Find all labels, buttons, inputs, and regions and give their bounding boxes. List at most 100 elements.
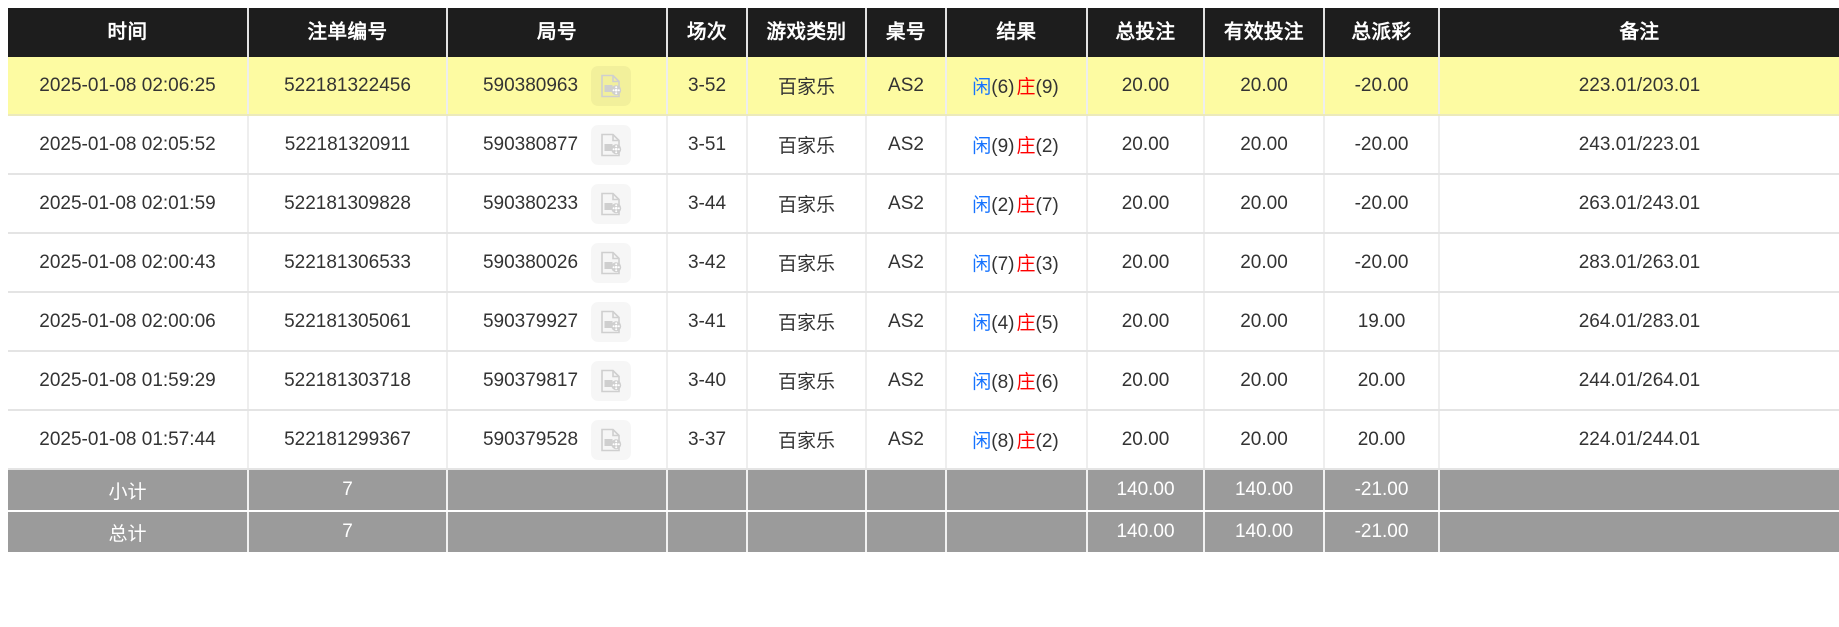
cell-game-type: 百家乐 <box>747 351 867 411</box>
result-idle-value: (7) <box>991 254 1015 275</box>
cell-session: 3-42 <box>667 233 748 293</box>
cell-remark: 244.01/264.01 <box>1439 351 1839 411</box>
round-no-text: 590380026 <box>482 251 579 273</box>
video-replay-icon[interactable] <box>591 361 631 401</box>
summary-table-no <box>866 469 947 512</box>
result-idle-label: 闲 <box>972 313 992 334</box>
summary-session <box>667 469 748 512</box>
cell-order-no: 522181299367 <box>248 410 448 470</box>
video-replay-icon[interactable] <box>591 420 631 460</box>
summary-game-type <box>747 469 867 512</box>
cell-round-no: 590379817 <box>447 351 668 411</box>
round-no-text: 590380877 <box>482 133 579 155</box>
video-replay-icon[interactable] <box>591 65 632 106</box>
video-replay-icon[interactable] <box>591 184 631 224</box>
cell-remark: 224.01/244.01 <box>1439 410 1839 470</box>
cell-time: 2025-01-08 01:57:44 <box>8 410 249 470</box>
cell-total-bet[interactable]: 20.00 <box>1087 410 1205 470</box>
table-row[interactable]: 2025-01-08 02:00:43 522181306533 590380026… <box>8 233 1839 293</box>
column-header-remark[interactable]: 备注 <box>1439 8 1839 57</box>
result-idle-value: (8) <box>991 372 1015 393</box>
header-row: 时间 注单编号 局号 场次 游戏类别 桌号 结果 总投注 有效投注 总派彩 备注 <box>8 8 1839 57</box>
summary-result <box>946 511 1088 552</box>
table-header: 时间 注单编号 局号 场次 游戏类别 桌号 结果 总投注 有效投注 总派彩 备注 <box>8 8 1839 57</box>
cell-total-bet[interactable]: 20.00 <box>1087 233 1205 293</box>
video-replay-icon[interactable] <box>591 243 631 283</box>
cell-remark: 264.01/283.01 <box>1439 292 1839 352</box>
cell-total-bet[interactable]: 20.00 <box>1087 351 1205 411</box>
result-banker-value: (2) <box>1035 136 1059 157</box>
column-header-round-no[interactable]: 局号 <box>447 8 668 57</box>
video-replay-icon[interactable] <box>591 302 631 342</box>
table-row[interactable]: 2025-01-08 02:05:52 522181320911 590380877… <box>8 115 1839 175</box>
round-no-text: 590379927 <box>482 310 579 332</box>
column-header-session[interactable]: 场次 <box>667 8 748 57</box>
result-banker-value: (2) <box>1035 431 1059 452</box>
table-body: 2025-01-08 02:06:25 522181322456 590380963… <box>8 57 1839 552</box>
cell-result: 闲(4) 庄(5) <box>946 292 1088 352</box>
column-header-table-no[interactable]: 桌号 <box>866 8 947 57</box>
video-replay-icon[interactable] <box>591 125 631 165</box>
cell-session: 3-37 <box>667 410 748 470</box>
table-row[interactable]: 2025-01-08 02:06:25 522181322456 590380963… <box>8 57 1839 116</box>
cell-result: 闲(8) 庄(2) <box>946 410 1088 470</box>
cell-game-type: 百家乐 <box>747 57 867 116</box>
result-banker-label: 庄 <box>1016 136 1036 157</box>
table-row[interactable]: 2025-01-08 01:57:44 522181299367 590379528… <box>8 410 1839 470</box>
column-header-time[interactable]: 时间 <box>8 8 249 57</box>
summary-row: 总计 7 140.00 140.00 -21.00 <box>8 511 1839 552</box>
cell-order-no: 522181303718 <box>248 351 448 411</box>
cell-result: 闲(7) 庄(3) <box>946 233 1088 293</box>
result-banker-label: 庄 <box>1016 77 1036 98</box>
cell-table-no: AS2 <box>866 174 947 234</box>
summary-round-no <box>447 511 668 552</box>
cell-round-no: 590380233 <box>447 174 668 234</box>
cell-table-no: AS2 <box>866 233 947 293</box>
column-header-total-bet[interactable]: 总投注 <box>1087 8 1205 57</box>
column-header-result[interactable]: 结果 <box>946 8 1088 57</box>
cell-order-no: 522181322456 <box>248 57 448 116</box>
cell-result: 闲(6) 庄(9) <box>946 57 1088 116</box>
cell-total-bet[interactable]: 20.00 <box>1087 174 1205 234</box>
column-header-order-no[interactable]: 注单编号 <box>248 8 448 57</box>
result-banker-value: (3) <box>1035 254 1059 275</box>
cell-session: 3-44 <box>667 174 748 234</box>
table-row[interactable]: 2025-01-08 01:59:29 522181303718 590379817… <box>8 351 1839 411</box>
cell-time: 2025-01-08 02:05:52 <box>8 115 249 175</box>
cell-result: 闲(8) 庄(6) <box>946 351 1088 411</box>
summary-label: 小计 <box>8 469 249 512</box>
column-header-valid-bet[interactable]: 有效投注 <box>1204 8 1325 57</box>
table-row[interactable]: 2025-01-08 02:00:06 522181305061 590379927… <box>8 292 1839 352</box>
cell-round-no: 590380026 <box>447 233 668 293</box>
result-banker-label: 庄 <box>1016 195 1036 216</box>
table-row[interactable]: 2025-01-08 02:01:59 522181309828 590380233… <box>8 174 1839 234</box>
cell-total-bet[interactable]: 20.00 <box>1087 292 1205 352</box>
cell-total-payout: -20.00 <box>1324 233 1440 293</box>
cell-session: 3-41 <box>667 292 748 352</box>
summary-game-type <box>747 511 867 552</box>
summary-session <box>667 511 748 552</box>
summary-label: 总计 <box>8 511 249 552</box>
column-header-total-payout[interactable]: 总派彩 <box>1324 8 1440 57</box>
cell-valid-bet: 20.00 <box>1204 351 1325 411</box>
result-idle-label: 闲 <box>972 431 992 452</box>
cell-total-bet[interactable]: 20.00 <box>1087 115 1205 175</box>
cell-round-no: 590380963 <box>447 57 668 116</box>
cell-table-no: AS2 <box>866 57 947 116</box>
cell-time: 2025-01-08 01:59:29 <box>8 351 249 411</box>
cell-valid-bet: 20.00 <box>1204 410 1325 470</box>
round-no-text: 590380233 <box>482 192 579 214</box>
column-header-game-type[interactable]: 游戏类别 <box>747 8 867 57</box>
round-no-text: 590379528 <box>482 428 579 450</box>
summary-remark <box>1439 469 1839 512</box>
result-idle-value: (8) <box>991 431 1015 452</box>
cell-total-payout: 20.00 <box>1324 410 1440 470</box>
summary-result <box>946 469 1088 512</box>
cell-total-bet[interactable]: 20.00 <box>1087 57 1205 116</box>
cell-remark: 223.01/203.01 <box>1439 57 1839 116</box>
cell-session: 3-51 <box>667 115 748 175</box>
summary-total-bet: 140.00 <box>1087 469 1205 512</box>
result-idle-value: (2) <box>991 195 1015 216</box>
cell-total-payout: 20.00 <box>1324 351 1440 411</box>
cell-order-no: 522181306533 <box>248 233 448 293</box>
